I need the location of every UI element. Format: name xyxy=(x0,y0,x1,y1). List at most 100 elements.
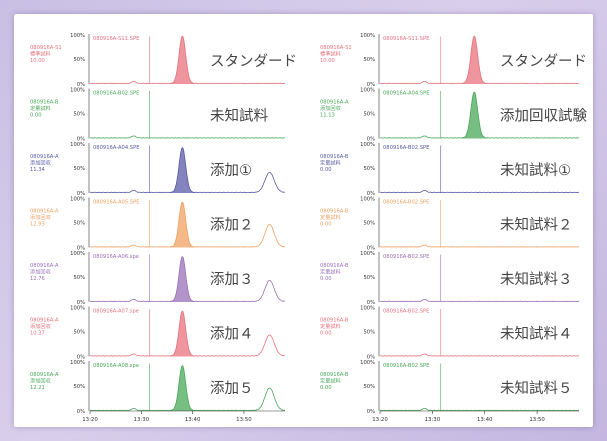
sample-id: 080916A-B xyxy=(320,154,349,160)
chart-card: 100% 50% 0% 080916A-S1 標準試料 10.00 080916A-S11.… xyxy=(14,14,593,427)
y-tick-label: 100% xyxy=(70,306,85,312)
trace-label: 未知試料５ xyxy=(500,380,573,397)
y-tick-label: 50% xyxy=(73,384,85,390)
y-tick-label: 0% xyxy=(77,300,85,306)
peak-area xyxy=(169,201,196,248)
y-tick-label: 50% xyxy=(363,221,375,227)
trace-line xyxy=(379,190,580,194)
y-tick-label: 0% xyxy=(367,300,375,306)
trace-line xyxy=(89,365,286,412)
trace-label: 添加２ xyxy=(210,217,254,234)
file-name: 080916A-A08.spe xyxy=(93,363,139,369)
y-tick-label: 100% xyxy=(70,197,85,203)
trace-line xyxy=(379,244,580,248)
trace-line xyxy=(89,147,286,194)
file-name: 080916A-B02.SPE xyxy=(383,145,429,151)
y-tick-label: 100% xyxy=(360,33,375,39)
trace-label: スタンダード xyxy=(210,53,297,70)
x-tick-label: 13:40 xyxy=(477,417,493,423)
y-tick-label: 50% xyxy=(363,57,375,63)
sample-amount: 0.00 xyxy=(320,222,332,228)
sample-id: 080916A-A xyxy=(30,318,59,324)
y-tick-label: 50% xyxy=(73,57,85,63)
trace-line xyxy=(89,256,286,303)
peak-area xyxy=(169,256,196,302)
x-tick-label: 13:40 xyxy=(185,417,201,423)
sample-type: 標準試料 xyxy=(30,50,51,58)
peak-area xyxy=(169,310,196,357)
sample-type: 添加回収 xyxy=(30,322,52,330)
x-tick-label: 13:50 xyxy=(529,417,545,423)
x-tick-label: 13:20 xyxy=(372,417,388,423)
y-tick-label: 100% xyxy=(360,142,375,148)
y-tick-label: 50% xyxy=(363,275,375,281)
y-tick-label: 0% xyxy=(77,409,85,415)
sample-type: 添加回収 xyxy=(320,104,342,112)
trace-label: 添加４ xyxy=(210,326,254,343)
file-name: 080916A-S11.SPE xyxy=(383,36,429,42)
y-tick-label: 50% xyxy=(73,112,85,118)
sample-id: 080916A-S1 xyxy=(30,45,62,51)
sample-id: 080916A-B xyxy=(320,209,349,215)
trace-line xyxy=(379,408,580,412)
sample-id: 080916A-A xyxy=(30,372,59,378)
y-tick-label: 100% xyxy=(360,88,375,94)
sample-id: 080916A-B xyxy=(320,372,349,378)
sample-type: 添加回収 xyxy=(30,377,52,385)
sample-type: 定量試料 xyxy=(320,377,341,385)
y-tick-label: 100% xyxy=(70,251,85,257)
y-tick-label: 0% xyxy=(367,137,375,143)
sample-type: 添加回収 xyxy=(30,159,52,167)
y-tick-label: 0% xyxy=(367,409,375,415)
sample-amount: 0.00 xyxy=(320,331,332,337)
file-name: 080916A-B02.SPE xyxy=(383,254,429,260)
peak-area xyxy=(461,91,488,139)
x-tick-label: 13:30 xyxy=(134,417,150,423)
sample-amount: 10.00 xyxy=(320,58,335,64)
file-name: 080916A-B02.SPE xyxy=(93,91,139,97)
sample-id: 080916A-B xyxy=(320,318,349,324)
trace-line xyxy=(89,135,286,139)
y-tick-label: 0% xyxy=(367,246,375,252)
sample-amount: 0.00 xyxy=(320,276,332,282)
sample-type: 定量試料 xyxy=(320,322,341,330)
y-tick-label: 50% xyxy=(363,166,375,172)
y-tick-label: 100% xyxy=(70,33,85,39)
y-tick-label: 0% xyxy=(367,191,375,197)
sample-id: 080916A-B xyxy=(320,263,349,269)
trace-line xyxy=(379,299,580,303)
trace-line xyxy=(89,35,286,85)
trace-label: スタンダード xyxy=(500,53,587,70)
x-tick-label: 13:30 xyxy=(425,417,441,423)
sample-amount: 0.00 xyxy=(320,385,332,391)
y-tick-label: 0% xyxy=(77,246,85,252)
y-tick-label: 50% xyxy=(363,384,375,390)
sample-id: 080916A-A xyxy=(320,100,349,106)
sample-type: 定量試料 xyxy=(30,104,51,112)
sample-amount: 12.21 xyxy=(30,385,45,391)
y-tick-label: 50% xyxy=(363,112,375,118)
y-tick-label: 100% xyxy=(70,360,85,366)
sample-type: 添加回収 xyxy=(30,213,52,221)
trace-line xyxy=(379,353,580,357)
sample-id: 080916A-B xyxy=(30,100,59,106)
file-name: 080916A-B02.SPE xyxy=(383,309,429,315)
file-name: 080916A-S11.SPE xyxy=(93,36,139,42)
file-name: 080916A-B02.SPE xyxy=(383,363,429,369)
sample-id: 080916A-A xyxy=(30,154,59,160)
sample-type: 添加回収 xyxy=(30,268,52,276)
sample-amount: 12.93 xyxy=(30,222,45,228)
sample-id: 080916A-A xyxy=(30,209,59,215)
sample-amount: 10.37 xyxy=(30,331,45,337)
y-tick-label: 50% xyxy=(73,166,85,172)
y-tick-label: 0% xyxy=(77,82,85,88)
y-tick-label: 0% xyxy=(367,82,375,88)
sample-type: 標準試料 xyxy=(320,50,341,58)
trace-line xyxy=(379,91,580,139)
y-tick-label: 50% xyxy=(73,275,85,281)
trace-label: 未知試料① xyxy=(500,162,571,179)
y-tick-label: 0% xyxy=(77,191,85,197)
sample-amount: 0.00 xyxy=(30,113,42,119)
trace-line xyxy=(89,310,286,357)
sample-amount: 10.00 xyxy=(30,58,45,64)
